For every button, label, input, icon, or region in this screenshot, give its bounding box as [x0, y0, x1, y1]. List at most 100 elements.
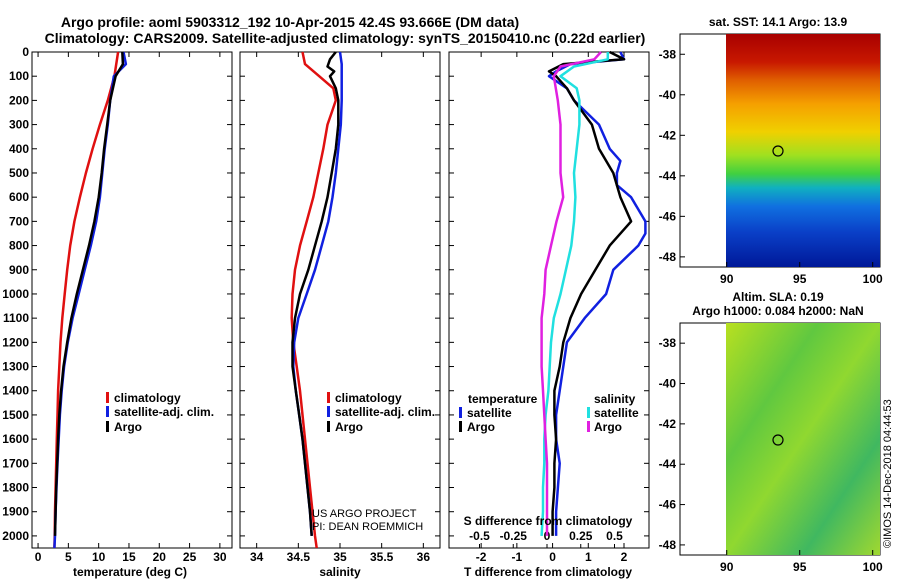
series-t-satellite — [547, 51, 647, 536]
series-s-satellite — [540, 52, 610, 536]
map-lat-label: -48 — [659, 250, 677, 264]
legend-salinity-header: salinity — [594, 392, 636, 406]
salinity-legend: climatology satellite-adj. clim. Argo — [327, 391, 435, 434]
legend-t-satellite: satellite — [467, 406, 512, 420]
y-tick-label: 1000 — [2, 287, 29, 301]
temperature-legend: climatology satellite-adj. clim. Argo — [106, 391, 214, 434]
y-tick-label: 1800 — [2, 481, 29, 495]
temperature-panel-frame — [31, 51, 233, 549]
x-tick-label: 20 — [153, 550, 167, 564]
legend-s-satellite: satellite — [594, 406, 639, 420]
x-tick-label: 34.5 — [287, 550, 311, 564]
legend-swatch-satellite — [327, 406, 330, 417]
axis-ticks: 0100200300400500600700800900100011001200… — [2, 45, 649, 564]
x-tick-label: 0 — [35, 550, 42, 564]
series-s-argo — [540, 51, 602, 536]
y-tick-label: 800 — [9, 239, 29, 253]
legend-t-argo: Argo — [467, 420, 495, 434]
legend-temperature-header: temperature — [468, 392, 538, 406]
map-lat-label: -42 — [659, 128, 677, 142]
difference-legend-salinity: salinity satellite Argo — [587, 392, 639, 434]
y-tick-label: 300 — [9, 118, 29, 132]
y-tick-label: 900 — [9, 263, 29, 277]
legend-swatch-climatology — [327, 392, 330, 403]
difference-xlabel: T difference from climatology — [464, 565, 632, 579]
y-tick-label: 1500 — [2, 408, 29, 422]
map-lat-label: -38 — [659, 47, 677, 61]
profile-series — [53, 50, 647, 549]
sla-map-title2: Argo h1000: 0.084 h2000: NaN — [692, 304, 863, 318]
y-tick-label: 600 — [9, 190, 29, 204]
y-tick-label: 2000 — [2, 529, 29, 543]
map-lat-label: -40 — [659, 88, 677, 102]
x2-tick-label: 0.25 — [569, 529, 593, 543]
x2-tick-label: 0 — [544, 529, 551, 543]
difference-panel-frame — [448, 51, 650, 549]
y-tick-label: 500 — [9, 166, 29, 180]
legend-swatch-t-argo — [459, 421, 462, 432]
x2-tick-label: 0.5 — [606, 529, 623, 543]
series-argo — [53, 51, 125, 536]
map-lon-label: 95 — [793, 272, 807, 286]
y-tick-label: 1300 — [2, 360, 29, 374]
x-tick-label: 10 — [92, 550, 106, 564]
legend-swatch-s-argo — [587, 421, 590, 432]
y-tick-label: 200 — [9, 93, 29, 107]
y-tick-label: 1400 — [2, 384, 29, 398]
legend-s-argo: Argo — [594, 420, 622, 434]
map-lon-label: 95 — [793, 560, 807, 574]
map-lat-label: -48 — [659, 538, 677, 552]
legend-swatch-satellite — [106, 406, 109, 417]
series-climatology — [290, 51, 338, 549]
y-tick-label: 1600 — [2, 432, 29, 446]
y-tick-label: 1700 — [2, 456, 29, 470]
legend-climatology: climatology — [335, 391, 402, 405]
legend-climatology: climatology — [114, 391, 181, 405]
x-tick-label: 35 — [333, 550, 347, 564]
x-tick-label: 34 — [250, 550, 264, 564]
map-lon-label: 100 — [863, 272, 883, 286]
map-lat-label: -38 — [659, 336, 677, 350]
y-tick-label: 1200 — [2, 335, 29, 349]
chart-title-line2: Climatology: CARS2009. Satellite-adjuste… — [45, 30, 646, 46]
map-lat-label: -46 — [659, 498, 677, 512]
x-tick-label: 36 — [417, 550, 431, 564]
salinity-xlabel: salinity — [319, 565, 361, 579]
chart-title-line1: Argo profile: aoml 5903312_192 10-Apr-20… — [61, 14, 519, 30]
map-lon-label: 90 — [720, 272, 734, 286]
x-tick-label: 15 — [122, 550, 136, 564]
sst-map-title: sat. SST: 14.1 Argo: 13.9 — [709, 15, 848, 29]
x-tick-label: 5 — [65, 550, 72, 564]
x-tick-label: 1 — [585, 550, 592, 564]
credit-line1: US ARGO PROJECT — [312, 508, 417, 520]
y-tick-label: 1100 — [3, 311, 29, 325]
legend-swatch-s-satellite — [587, 407, 590, 418]
x-tick-label: 0 — [549, 550, 556, 564]
map-lat-label: -40 — [659, 377, 677, 391]
legend-satellite: satellite-adj. clim. — [114, 405, 214, 419]
legend-swatch-climatology — [106, 392, 109, 403]
y-tick-label: 700 — [9, 214, 29, 228]
legend-argo: Argo — [114, 420, 142, 434]
legend-argo: Argo — [335, 420, 363, 434]
sst-map-image — [726, 34, 880, 267]
temperature-xlabel: temperature (deg C) — [73, 565, 187, 579]
y-tick-label: 0 — [22, 45, 29, 59]
map-lat-label: -44 — [659, 457, 677, 471]
sla-map-title1: Altim. SLA: 0.19 — [732, 290, 824, 304]
imos-stamp: ©IMOS 14-Dec-2018 04:44:53 — [882, 399, 894, 548]
legend-swatch-argo — [327, 421, 330, 432]
x-tick-label: -2 — [476, 550, 487, 564]
map-lat-label: -44 — [659, 169, 677, 183]
argo-location-marker — [772, 434, 784, 446]
legend-swatch-argo — [106, 421, 109, 432]
y-tick-label: 1900 — [2, 505, 29, 519]
x-tick-label: -1 — [512, 550, 523, 564]
x-tick-label: 30 — [213, 550, 227, 564]
map-lat-label: -42 — [659, 417, 677, 431]
series-argo — [291, 51, 340, 536]
series-t-argo — [547, 50, 633, 536]
map-lon-label: 90 — [720, 560, 734, 574]
y-tick-label: 400 — [9, 142, 29, 156]
